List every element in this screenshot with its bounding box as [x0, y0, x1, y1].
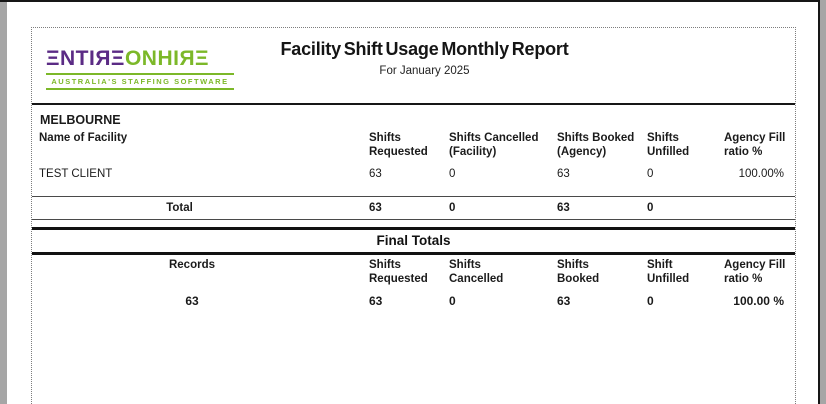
column-header-agency-fill-ratio: Agency Fill ratio %: [724, 132, 786, 158]
facility-agency-fill-ratio-cell: 100.00%: [738, 168, 784, 180]
report-title: Facility Shift Usage Monthly Report: [280, 39, 569, 59]
final-totals-title: Final Totals: [376, 233, 451, 248]
final-agency-fill-ratio-value: 100.00 %: [733, 294, 784, 308]
final-header-shift-unfilled: Shift Unfilled: [647, 259, 690, 285]
logo-wordmark: ΞNTIЯΞONHIЯΞ: [46, 48, 234, 70]
facility-shifts-unfilled-cell: 0: [647, 168, 654, 180]
total-shifts-unfilled-cell: 0: [647, 202, 654, 214]
final-records-value: 63: [185, 294, 199, 308]
final-shift-unfilled-value: 0: [647, 294, 654, 308]
final-shifts-cancelled-value: 0: [449, 294, 456, 308]
final-header-shifts-booked: Shifts Booked: [557, 259, 600, 285]
entire-onhire-logo: ΞNTIЯΞONHIЯΞ AUSTRALIA'S STAFFING SOFTWA…: [46, 48, 234, 90]
logo-tagline: AUSTRALIA'S STAFFING SOFTWARE: [46, 73, 234, 90]
total-label: Total: [166, 202, 193, 214]
window-right-edge: [818, 0, 820, 404]
column-header-name-of-facility: Name of Facility: [39, 132, 128, 144]
facility-name-cell: TEST CLIENT: [39, 168, 113, 180]
final-totals-top-line: [32, 227, 795, 230]
final-shifts-requested-value: 63: [369, 294, 383, 308]
final-header-shifts-cancelled: Shifts Cancelled: [449, 259, 504, 285]
final-shifts-booked-value: 63: [557, 294, 571, 308]
facility-shifts-cancelled-cell: 0: [449, 168, 456, 180]
region-title: MELBOURNE: [40, 113, 121, 127]
window-left-border: [0, 2, 7, 404]
logo-wordmark-onhire: ONHIЯΞ: [124, 47, 210, 70]
final-header-shifts-requested: Shifts Requested: [369, 259, 428, 285]
final-header-agency-fill-ratio: Agency Fill ratio %: [724, 259, 786, 285]
report-page: ΞNTIЯΞONHIЯΞ AUSTRALIA'S STAFFING SOFTWA…: [31, 27, 796, 404]
column-header-shifts-requested: Shifts Requested: [369, 132, 428, 158]
logo-wordmark-entire: ΞNTIЯΞ: [46, 47, 125, 70]
header-separator-line: [32, 103, 795, 105]
window-top-edge: [0, 0, 820, 2]
final-totals-bottom-line: [32, 252, 795, 255]
total-row-bottom-line: [32, 219, 795, 220]
report-subtitle: For January 2025: [379, 65, 470, 77]
total-shifts-cancelled-cell: 0: [449, 202, 456, 214]
facility-shifts-requested-cell: 63: [369, 168, 382, 180]
window-right-border: [820, 0, 826, 404]
column-header-shifts-cancelled: Shifts Cancelled (Facility): [449, 132, 539, 158]
facility-shifts-booked-cell: 63: [557, 168, 570, 180]
total-shifts-requested-cell: 63: [369, 202, 382, 214]
total-row-top-line: [32, 196, 795, 197]
final-header-records: Records: [168, 259, 216, 271]
column-header-shifts-unfilled: Shifts Unfilled: [647, 132, 690, 158]
column-header-shifts-booked: Shifts Booked (Agency): [557, 132, 635, 158]
total-shifts-booked-cell: 63: [557, 202, 570, 214]
